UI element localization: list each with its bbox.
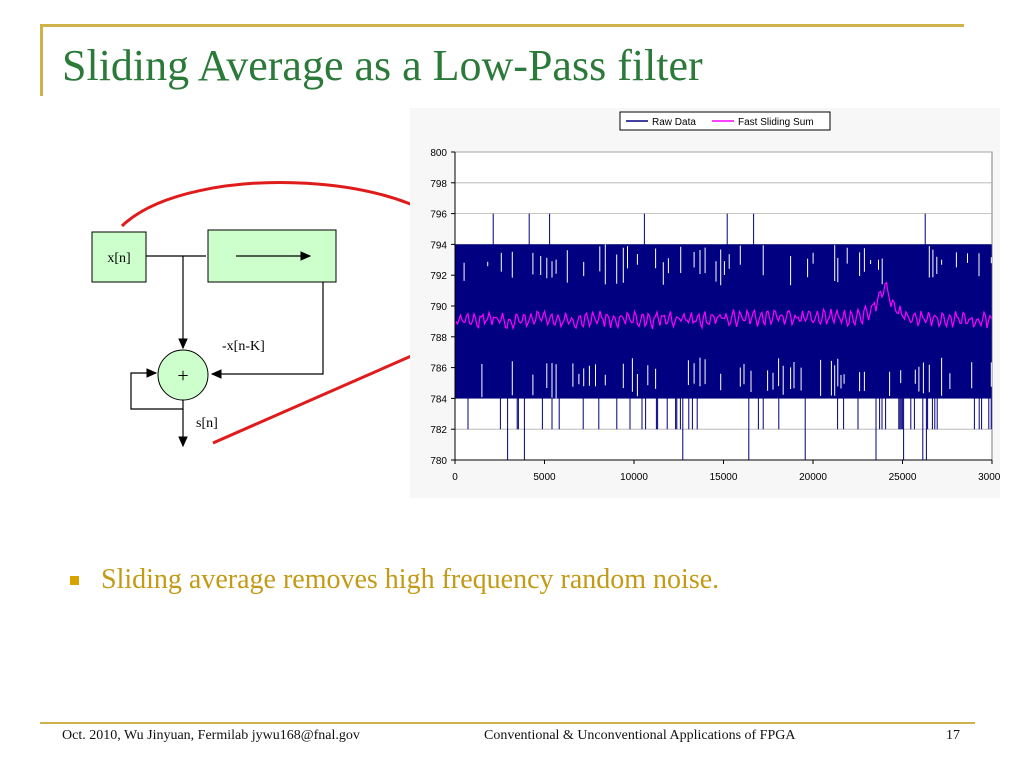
slide-title: Sliding Average as a Low-Pass filter <box>62 41 703 90</box>
x-tick-label: 30000 <box>978 472 1000 483</box>
x-tick-label: 10000 <box>620 472 648 483</box>
y-tick-label: 788 <box>430 333 447 344</box>
input-label: x[n] <box>107 251 130 266</box>
bullet-item: Sliding average removes high frequency r… <box>70 564 719 596</box>
page-number: 17 <box>946 728 960 743</box>
bullet-text: Sliding average removes high frequency r… <box>101 564 720 595</box>
bullet-square-icon <box>70 575 79 585</box>
feedback-label: -x[n-K] <box>222 339 265 354</box>
legend-label-raw-data: Raw Data <box>652 117 696 128</box>
y-tick-label: 792 <box>430 271 447 282</box>
footer-author: Oct. 2010, Wu Jinyuan, Fermilab jywu168@… <box>62 728 360 743</box>
delay-to-adder-path <box>210 282 324 379</box>
x-tick-label: 15000 <box>710 472 738 483</box>
x-tick-label: 20000 <box>799 472 827 483</box>
x-tick-label: 0 <box>452 472 458 483</box>
y-tick-label: 790 <box>430 302 447 313</box>
adder-symbol: + <box>177 365 188 387</box>
y-tick-label: 800 <box>430 148 447 159</box>
x-tick-label: 25000 <box>889 472 917 483</box>
y-tick-label: 784 <box>430 394 447 405</box>
header-rule-top <box>40 24 964 27</box>
chart-canvas: 780 782 784 786 788 790 792 794 796 798 800 0 5000 10… <box>410 108 1006 498</box>
x-tick-label: 5000 <box>533 472 556 483</box>
footer-title: Conventional & Unconventional Applicatio… <box>484 728 796 743</box>
legend-label-fast-sliding-sum: Fast Sliding Sum <box>738 117 814 128</box>
footer-rule <box>40 722 975 724</box>
y-tick-label: 796 <box>430 210 447 221</box>
y-tick-label: 782 <box>430 425 447 436</box>
y-tick-label: 780 <box>430 456 447 467</box>
raw-data-gaps <box>463 244 992 399</box>
output-label: s[n] <box>196 416 218 431</box>
header-rule-left <box>40 24 43 96</box>
y-tick-label: 794 <box>430 240 447 251</box>
accumulator-loop <box>130 368 184 410</box>
y-tick-label: 798 <box>430 179 447 190</box>
fast-sliding-sum-series <box>455 281 993 331</box>
sliding-average-chart: 780 782 784 786 788 790 792 794 796 798 800 0 5000 10… <box>410 108 1006 498</box>
y-tick-label: 786 <box>430 364 447 375</box>
input-box <box>91 231 147 283</box>
